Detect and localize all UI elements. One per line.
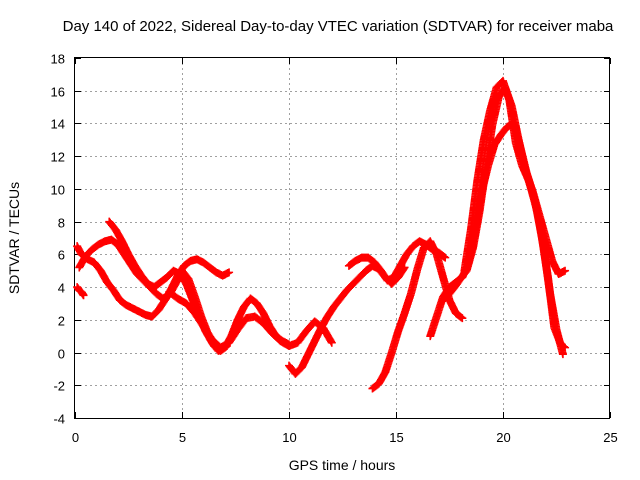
series-pass-j bbox=[439, 83, 567, 359]
plot-frame bbox=[74, 57, 610, 419]
y-tick-label: 10 bbox=[51, 183, 65, 198]
axis-ticks: 0 5 10 15 20 25 -4 -2 0 2 4 6 8 10 12 14 16 18 bbox=[51, 52, 618, 446]
data-point-marker bbox=[225, 268, 234, 277]
x-tick-label: 10 bbox=[282, 430, 296, 445]
y-tick-label: -2 bbox=[53, 379, 65, 394]
y-tick-label: 4 bbox=[58, 281, 65, 296]
series-pass-a bbox=[73, 242, 234, 321]
series-pass-h bbox=[426, 119, 570, 341]
y-tick-label: 16 bbox=[51, 85, 65, 100]
data-markers bbox=[73, 76, 570, 393]
data-point-marker bbox=[457, 313, 466, 322]
data-point-marker bbox=[561, 266, 570, 275]
y-tick-label: 8 bbox=[58, 216, 65, 231]
y-tick-label: 18 bbox=[51, 52, 65, 67]
x-tick-label: 20 bbox=[496, 430, 510, 445]
data-point-marker bbox=[458, 314, 467, 323]
data-point-marker bbox=[327, 338, 336, 347]
x-tick-label: 5 bbox=[179, 430, 186, 445]
series-pass-g bbox=[368, 237, 467, 393]
y-tick-label: 12 bbox=[51, 150, 65, 165]
y-tick-label: 6 bbox=[58, 248, 65, 263]
data-point-marker bbox=[79, 291, 88, 300]
series-pass-e bbox=[285, 261, 409, 378]
chart-title: Day 140 of 2022, Sidereal Day-to-day VTE… bbox=[63, 18, 614, 35]
series-pass-k bbox=[73, 283, 88, 300]
x-axis-label: GPS time / hours bbox=[289, 457, 396, 473]
series-pass-c bbox=[105, 217, 293, 355]
grid bbox=[75, 58, 610, 418]
y-tick-label: 0 bbox=[58, 347, 65, 362]
x-tick-label: 15 bbox=[389, 430, 403, 445]
y-tick-label: -4 bbox=[53, 412, 65, 427]
x-tick-label: 25 bbox=[603, 430, 617, 445]
x-tick-label: 0 bbox=[72, 430, 79, 445]
y-tick-label: 14 bbox=[51, 117, 65, 132]
y-tick-label: 2 bbox=[58, 314, 65, 329]
data-point-marker bbox=[558, 350, 567, 359]
data-point-marker bbox=[441, 253, 450, 262]
y-axis-label: SDTVAR / TECUs bbox=[6, 182, 22, 294]
